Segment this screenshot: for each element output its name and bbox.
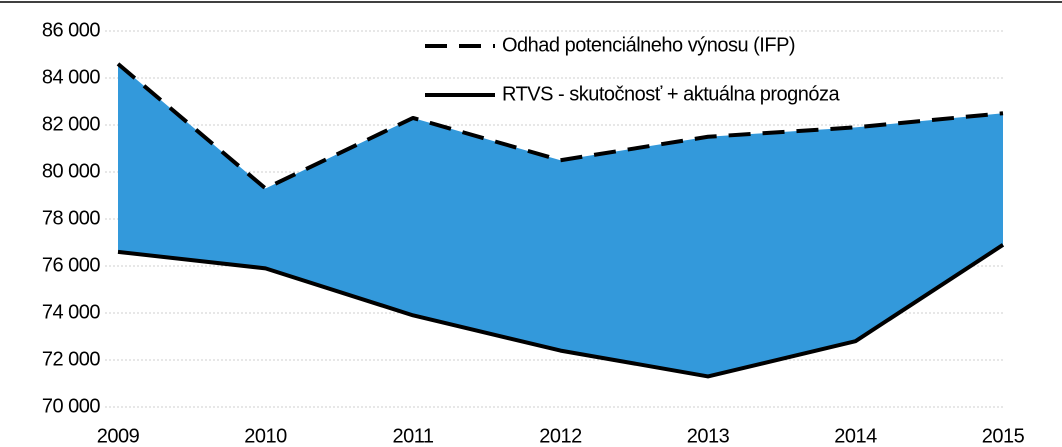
y-tick-label: 84 000 xyxy=(42,66,101,88)
legend-label: Odhad potenciálneho výnosu (IFP) xyxy=(502,34,795,56)
x-tick-label: 2012 xyxy=(539,425,582,447)
x-tick-label: 2009 xyxy=(97,425,140,447)
y-tick-label: 78 000 xyxy=(42,207,101,229)
x-tick-label: 2013 xyxy=(687,425,730,447)
y-tick-label: 82 000 xyxy=(42,113,101,135)
series-line xyxy=(117,243,1005,379)
x-tick-label: 2011 xyxy=(392,425,433,447)
y-tick-label: 74 000 xyxy=(42,301,101,323)
area-fill xyxy=(118,63,1003,377)
y-tick-label: 80 000 xyxy=(42,160,101,182)
legend-label: RTVS - skutočnosť + aktuálna prognóza xyxy=(502,83,841,105)
x-tick-label: 2010 xyxy=(244,425,287,447)
y-tick-label: 70 000 xyxy=(42,395,101,417)
y-tick-label: 72 000 xyxy=(42,348,101,370)
x-tick-label: 2014 xyxy=(834,425,877,447)
x-tick-label: 2015 xyxy=(982,425,1025,447)
y-tick-label: 86 000 xyxy=(42,19,101,41)
y-tick-label: 76 000 xyxy=(42,254,101,276)
